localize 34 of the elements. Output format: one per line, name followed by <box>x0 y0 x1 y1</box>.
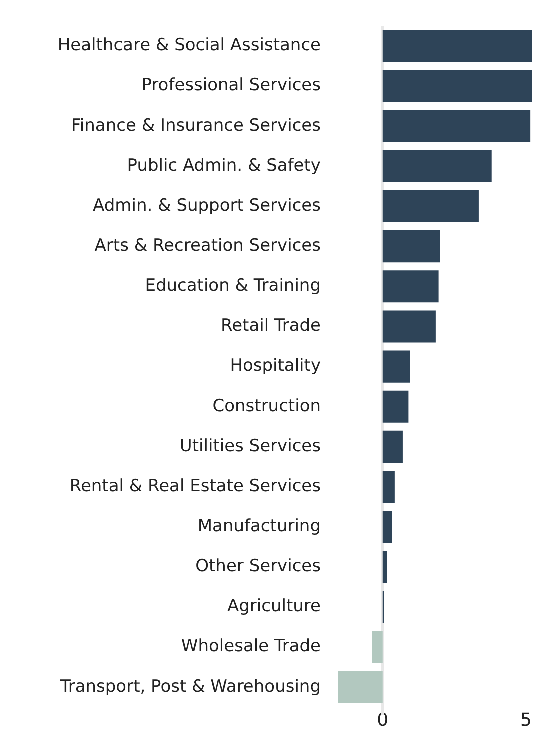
bar <box>382 270 439 303</box>
bar <box>382 470 395 504</box>
y-tick-label: Admin. & Support Services <box>93 196 322 216</box>
bar <box>382 511 392 544</box>
y-tick-label: Education & Training <box>145 276 321 296</box>
y-tick-label: Professional Services <box>142 76 322 96</box>
bar <box>338 671 383 704</box>
y-tick-label: Other Services <box>196 556 322 577</box>
bar <box>382 150 492 182</box>
bar <box>382 230 440 263</box>
x-tick-label: 5 <box>520 710 532 731</box>
bar <box>382 30 532 62</box>
bar <box>372 631 383 664</box>
bar <box>382 390 409 423</box>
y-tick-label: Rental & Real Estate Services <box>70 476 322 496</box>
bar <box>382 70 532 102</box>
y-tick-label: Arts & Recreation Services <box>94 236 322 256</box>
y-tick-label: Finance & Insurance Services <box>71 116 322 136</box>
y-tick-label: Manufacturing <box>198 516 321 537</box>
bar <box>382 190 479 223</box>
y-tick-label: Hospitality <box>230 356 321 376</box>
y-tick-label: Construction <box>212 396 321 416</box>
y-tick-label: Healthcare & Social Assistance <box>58 36 321 56</box>
y-tick-label: Utilities Services <box>180 436 322 456</box>
bar <box>382 310 436 343</box>
y-tick-label: Wholesale Trade <box>181 636 321 657</box>
y-tick-label: Retail Trade <box>221 316 321 336</box>
y-tick-label: Transport, Post & Warehousing <box>59 676 321 697</box>
bar <box>382 551 388 584</box>
bar <box>382 430 403 463</box>
bar <box>382 350 410 383</box>
bar <box>382 110 531 142</box>
y-tick-label: Agriculture <box>228 596 321 617</box>
y-tick-label: Public Admin. & Safety <box>127 156 321 176</box>
